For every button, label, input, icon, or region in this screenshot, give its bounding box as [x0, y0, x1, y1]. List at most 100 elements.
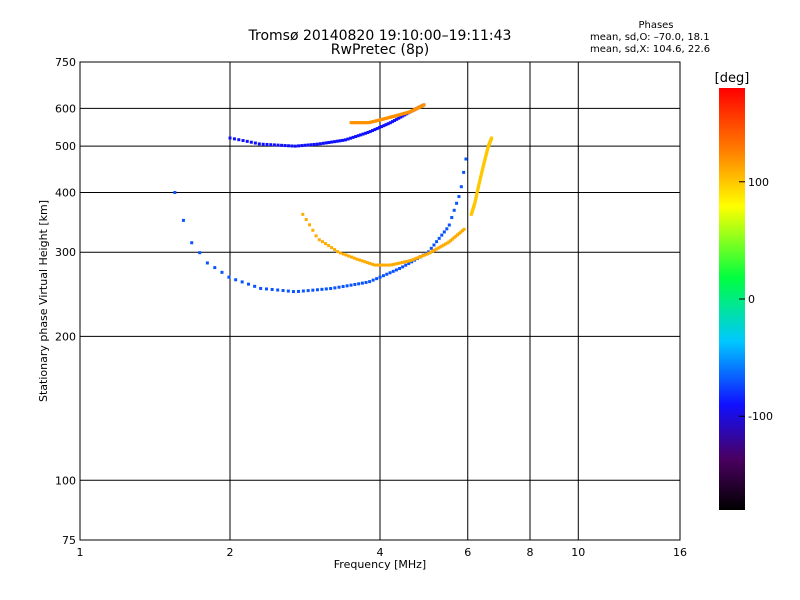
- data-point: [358, 258, 362, 262]
- data-point: [433, 248, 437, 252]
- data-point: [401, 265, 405, 269]
- colorbar-ticks: 100 0 -100: [739, 176, 773, 423]
- data-point: [353, 282, 357, 286]
- data-point: [306, 289, 310, 293]
- data-point: [283, 144, 287, 148]
- data-point: [311, 228, 315, 232]
- y-tick-label: 200: [55, 330, 76, 343]
- data-point: [462, 170, 466, 174]
- data-point: [228, 136, 232, 140]
- data-point: [442, 230, 446, 234]
- data-point: [308, 223, 312, 227]
- data-point: [390, 120, 394, 124]
- data-point: [364, 280, 368, 284]
- data-point: [399, 115, 403, 119]
- data-point: [392, 262, 396, 266]
- data-point: [375, 263, 379, 267]
- data-point: [198, 251, 202, 255]
- data-point: [449, 239, 453, 243]
- data-point: [314, 234, 318, 238]
- data-point: [421, 254, 425, 258]
- data-point: [341, 138, 345, 142]
- data-point: [411, 258, 415, 262]
- data-point: [321, 141, 325, 145]
- data-point: [269, 143, 273, 147]
- data-point: [371, 129, 375, 133]
- data-point: [403, 260, 407, 264]
- data-point: [457, 195, 461, 199]
- data-point: [205, 261, 209, 265]
- data-point: [349, 283, 353, 287]
- data-point: [190, 241, 194, 245]
- chart-title: Tromsø 20140820 19:10:00–19:11:43: [248, 28, 512, 44]
- data-point: [401, 114, 405, 118]
- y-tick-label: 400: [55, 186, 76, 199]
- data-point: [181, 218, 185, 222]
- data-point: [391, 269, 395, 273]
- data-point: [297, 144, 301, 148]
- data-point: [394, 262, 398, 266]
- data-point: [457, 231, 461, 235]
- data-point: [450, 216, 454, 220]
- data-point: [324, 287, 328, 291]
- data-point: [375, 277, 379, 281]
- data-point: [459, 185, 463, 189]
- axis-ticks: 1 2 4 6 8 10 16 75 100 200 300 400 500 600 750: [55, 56, 687, 559]
- data-point: [452, 236, 456, 240]
- colorbar-unit: [deg]: [715, 71, 750, 86]
- data-point: [333, 286, 337, 290]
- data-point: [304, 218, 308, 222]
- data-point: [213, 266, 217, 270]
- data-point: [240, 280, 244, 284]
- data-point: [386, 122, 390, 126]
- grid: [80, 62, 680, 540]
- colorbar-tick-label: -100: [748, 410, 773, 423]
- data-point: [317, 238, 321, 242]
- data-point: [385, 263, 389, 267]
- data-point: [360, 259, 364, 263]
- y-axis-label: Stationary phase Virtual Height [km]: [37, 200, 50, 402]
- data-point: [360, 281, 364, 285]
- data-point: [351, 135, 355, 139]
- x-tick-label: 2: [227, 546, 234, 559]
- data-point: [293, 144, 297, 148]
- data-point: [227, 275, 231, 279]
- data-point: [407, 261, 411, 265]
- data-point: [385, 272, 389, 276]
- data-point: [327, 140, 331, 144]
- data-point: [419, 254, 423, 258]
- data-point: [450, 237, 454, 241]
- data-point: [398, 267, 402, 271]
- data-point: [330, 246, 334, 250]
- data-point: [425, 252, 429, 256]
- data-point: [443, 242, 447, 246]
- data-point: [346, 137, 350, 141]
- data-point: [350, 255, 354, 259]
- data-point: [249, 140, 253, 144]
- data-point: [375, 127, 379, 131]
- data-point: [245, 139, 249, 143]
- data-point: [437, 236, 441, 240]
- data-point: [422, 103, 426, 107]
- plot-frame: [79, 61, 681, 541]
- data-point: [456, 233, 460, 237]
- data-point: [380, 125, 384, 129]
- data-point: [413, 257, 417, 261]
- data-point: [336, 250, 340, 254]
- data-point: [447, 223, 451, 227]
- data-point: [438, 245, 442, 249]
- data-point: [423, 253, 427, 257]
- data-point: [434, 247, 438, 251]
- data-point: [442, 243, 446, 247]
- data-point: [389, 263, 393, 267]
- data-point: [309, 143, 313, 147]
- y-tick-label: 300: [55, 246, 76, 259]
- data-point: [261, 142, 265, 146]
- data-point: [431, 249, 435, 253]
- data-point: [315, 288, 319, 292]
- data-point: [361, 132, 365, 136]
- data-point: [462, 227, 466, 231]
- data-point: [393, 118, 397, 122]
- data-point: [291, 290, 295, 294]
- data-point: [296, 289, 300, 293]
